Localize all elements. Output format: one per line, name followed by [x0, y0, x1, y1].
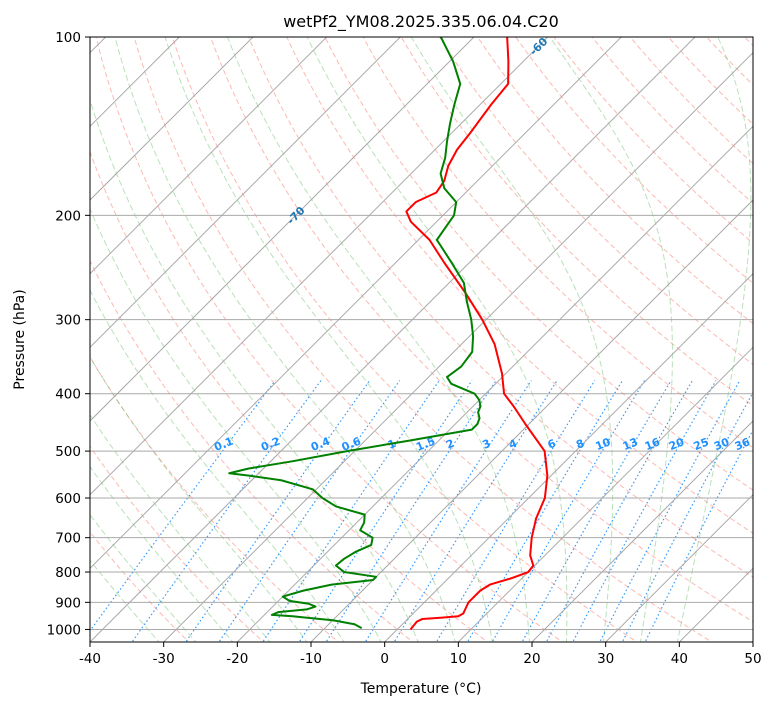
isotherms [90, 37, 753, 642]
mixing-ratio-label: 13 [621, 435, 640, 453]
dry-adiabat-line [286, 37, 753, 534]
mixing-ratio-line [262, 380, 440, 642]
x-tick-label: -30 [153, 651, 175, 667]
isotherm-line [90, 37, 696, 642]
mixing-ratio-lines [90, 380, 753, 642]
isotherm-line [90, 37, 181, 128]
mixing-ratio-line [521, 380, 672, 642]
mixing-ratio-line [644, 428, 753, 642]
y-tick-label: 600 [55, 491, 81, 507]
dry-adiabat-line [362, 37, 753, 449]
mixing-ratio-label: 8 [574, 437, 586, 452]
mixing-ratio-line [491, 380, 646, 642]
x-tick-label: -20 [226, 651, 248, 667]
isotherm-line [90, 37, 328, 275]
isotherm-line [457, 346, 753, 642]
dewpoint-profile-line [228, 37, 482, 630]
isotherm-line [531, 420, 753, 642]
mixing-ratio-line [621, 391, 753, 642]
y-tick-label: 300 [55, 313, 81, 329]
mixing-ratio-line [435, 380, 596, 642]
y-axis-label: Pressure (hPa) [12, 289, 28, 389]
isotherm-line [310, 199, 753, 642]
profiles [228, 37, 549, 631]
mixing-ratio-line [393, 380, 558, 642]
mixing-ratio-line [185, 380, 371, 642]
y-tick-label: 200 [55, 208, 81, 224]
isotherm-line [162, 51, 753, 642]
moist-adiabat-line [90, 356, 308, 642]
x-tick-label: -10 [300, 651, 322, 667]
mixing-ratio-line [466, 380, 624, 642]
y-tick-label: 700 [55, 531, 81, 547]
x-axis: -40 -30 -20 -10 0 10 20 30 40 50 [79, 642, 762, 667]
plot-area: 0.10.20.40.611.52346810131620253036-100-… [90, 37, 753, 642]
chart-title: wetPf2_YM08.2025.335.06.04.C20 [283, 12, 559, 32]
mixing-ratio-line [218, 380, 401, 642]
pressure-gridlines [90, 37, 753, 630]
y-tick-label: 100 [55, 30, 81, 46]
mixing-ratio-label: 20 [667, 435, 686, 453]
isotherm-line [90, 37, 402, 349]
y-tick-label: 400 [55, 387, 81, 403]
dry-adiabat-line [248, 37, 753, 578]
mixing-ratio-label: 16 [643, 435, 662, 453]
y-tick-label: 1000 [47, 622, 81, 638]
moist-adiabat-line [164, 37, 493, 642]
dry-adiabat-line [171, 37, 713, 642]
plot-frame [89, 36, 754, 643]
dry-adiabat-line [324, 37, 753, 491]
mixing-ratio-label: 10 [593, 435, 612, 453]
moist-adiabat-line [306, 37, 568, 642]
moist-adiabat-line [676, 37, 752, 642]
isotherm-line [90, 37, 623, 570]
mixing-ratio-label: 30 [712, 435, 731, 453]
mixing-ratio-label: 3 [481, 437, 493, 452]
x-tick-label: -40 [79, 651, 101, 667]
isotherm-line [236, 125, 753, 642]
x-tick-label: 40 [671, 651, 688, 667]
temperature-profile-line [405, 37, 549, 631]
moist-adiabat-line [410, 37, 614, 642]
isotherm-line [90, 37, 549, 496]
isotherm-line [90, 37, 475, 422]
x-axis-label: Temperature (°C) [360, 681, 482, 697]
isotherm-line [90, 37, 254, 201]
mixing-ratio-label: 36 [733, 435, 752, 453]
mixing-ratio-line [599, 380, 741, 642]
x-tick-label: 0 [380, 651, 389, 667]
moist-adiabat-line [549, 37, 673, 642]
y-tick-label: 500 [55, 444, 81, 460]
x-tick-label: 50 [744, 651, 761, 667]
moist-adiabat-line [114, 37, 456, 642]
y-tick-label: 800 [55, 565, 81, 581]
mixing-ratio-line [572, 380, 717, 642]
mixing-ratio-label: 25 [692, 435, 711, 453]
mixing-ratio-line [90, 380, 276, 632]
y-tick-label: 900 [55, 595, 81, 611]
x-tick-label: 10 [450, 651, 467, 667]
dry-adiabat-line [90, 150, 489, 642]
moist-adiabat-line [227, 37, 530, 642]
dry-adiabat-line [438, 37, 753, 366]
mixing-ratio-line [364, 380, 532, 642]
x-tick-label: 30 [597, 651, 614, 667]
x-tick-label: 20 [523, 651, 540, 667]
mixing-ratio-label: 2 [444, 437, 456, 452]
y-axis: 100 200 300 400 500 600 700 800 900 1000 [47, 30, 90, 638]
isotherm-line [383, 272, 753, 642]
mixing-ratio-line [545, 380, 693, 642]
isotherm-line [604, 493, 753, 642]
